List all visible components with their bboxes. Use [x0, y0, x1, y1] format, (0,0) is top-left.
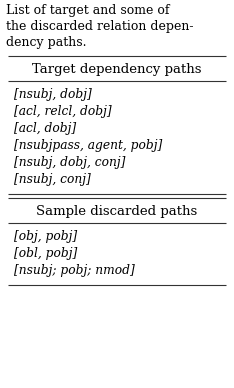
Text: [acl, dobj]: [acl, dobj] — [14, 122, 76, 135]
Text: [nsubj; pobj; nmod]: [nsubj; pobj; nmod] — [14, 264, 135, 277]
Text: Target dependency paths: Target dependency paths — [32, 63, 202, 76]
Text: [obl, pobj]: [obl, pobj] — [14, 247, 77, 260]
Text: dency paths.: dency paths. — [6, 36, 87, 49]
Text: [nsubj, dobj, conj]: [nsubj, dobj, conj] — [14, 156, 125, 169]
Text: List of target and some of: List of target and some of — [6, 4, 169, 17]
Text: [obj, pobj]: [obj, pobj] — [14, 230, 77, 243]
Text: [acl, relcl, dobj]: [acl, relcl, dobj] — [14, 105, 112, 118]
Text: [nsubj, conj]: [nsubj, conj] — [14, 173, 91, 186]
Text: the discarded relation depen-: the discarded relation depen- — [6, 20, 194, 33]
Text: [nsubjpass, agent, pobj]: [nsubjpass, agent, pobj] — [14, 139, 162, 152]
Text: [nsubj, dobj]: [nsubj, dobj] — [14, 88, 92, 101]
Text: Sample discarded paths: Sample discarded paths — [36, 205, 198, 218]
